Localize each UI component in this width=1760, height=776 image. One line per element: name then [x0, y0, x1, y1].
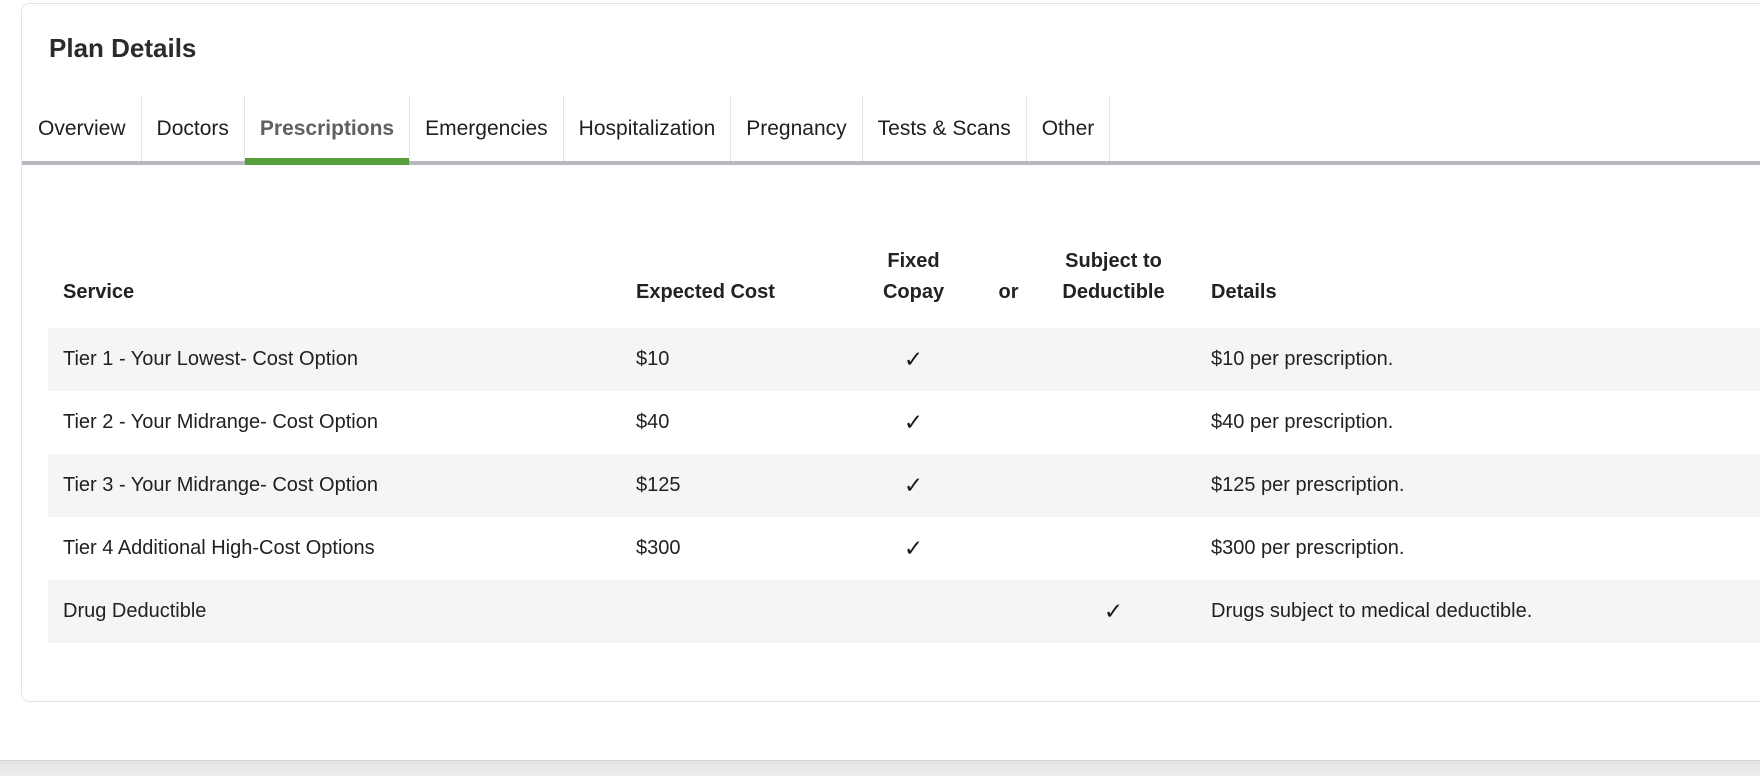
- col-header-service: Service: [63, 281, 135, 303]
- col-header-fixed-copay: Fixed Copay: [841, 221, 986, 328]
- service-cell: Tier 1 - Your Lowest- Cost Option: [48, 328, 621, 391]
- expected-cost-cell: $40: [636, 411, 670, 433]
- tab-doctors[interactable]: Doctors: [142, 96, 245, 161]
- details-cell: $125 per prescription.: [1196, 454, 1760, 517]
- service-cell: Tier 4 Additional High-Cost Options: [63, 537, 375, 559]
- or-cell: [986, 328, 1031, 391]
- tab-overview[interactable]: Overview: [23, 96, 142, 161]
- plan-details-card: Plan Details Overview Doctors Prescripti…: [21, 3, 1760, 702]
- table-row: Tier 4 Additional High-Cost Options $300…: [48, 517, 1760, 580]
- expected-cost-cell: $300: [636, 537, 681, 559]
- tab-emergencies[interactable]: Emergencies: [410, 96, 564, 161]
- deductible-checkmark-icon: ✓: [1031, 580, 1196, 643]
- table-row: Tier 1 - Your Lowest- Cost Option $10 ✓ …: [48, 328, 1760, 391]
- service-cell: Drug Deductible: [48, 580, 621, 643]
- col-header-fixed-copay-line2: Copay: [882, 281, 945, 303]
- page-title: Plan Details: [49, 33, 197, 63]
- tab-prescriptions[interactable]: Prescriptions: [244, 96, 411, 165]
- col-header-expected-cost: Expected Cost: [636, 281, 775, 303]
- col-header-deductible-line2: Deductible: [1062, 281, 1165, 303]
- fixed-copay-checkmark-icon: ✓: [903, 535, 924, 561]
- fixed-copay-checkmark-icon: ✓: [841, 328, 986, 391]
- or-cell: [986, 580, 1031, 643]
- deductible-checkmark-icon: [1031, 517, 1196, 580]
- tab-pregnancy[interactable]: Pregnancy: [731, 96, 863, 161]
- fixed-copay-checkmark-icon: ✓: [903, 409, 924, 435]
- service-cell: Tier 3 - Your Midrange- Cost Option: [48, 454, 621, 517]
- deductible-checkmark-icon: [1031, 328, 1196, 391]
- col-header-details: Details: [1211, 281, 1277, 303]
- col-header-fixed-copay-line1: Fixed: [887, 250, 940, 272]
- expected-cost-cell: [621, 580, 841, 643]
- table-row: Tier 2 - Your Midrange- Cost Option $40 …: [48, 391, 1760, 454]
- fixed-copay-checkmark-icon: [841, 580, 986, 643]
- bottom-edge-bar: [0, 760, 1760, 776]
- table-row: Drug Deductible ✓ Drugs subject to medic…: [48, 580, 1760, 643]
- tab-hospitalization[interactable]: Hospitalization: [564, 96, 732, 161]
- col-header-deductible-line1: Subject to: [1065, 250, 1162, 272]
- tab-other[interactable]: Other: [1027, 96, 1111, 161]
- details-cell: $10 per prescription.: [1196, 328, 1760, 391]
- deductible-checkmark-icon: [1031, 454, 1196, 517]
- or-cell: [986, 391, 1031, 454]
- fixed-copay-checkmark-icon: ✓: [841, 454, 986, 517]
- prescription-benefits-table: Service Expected Cost Fixed Copay or Sub…: [48, 221, 1760, 643]
- details-cell: Drugs subject to medical deductible.: [1196, 580, 1760, 643]
- expected-cost-cell: $10: [621, 328, 841, 391]
- table-row: Tier 3 - Your Midrange- Cost Option $125…: [48, 454, 1760, 517]
- deductible-checkmark-icon: [1031, 391, 1196, 454]
- details-cell: $40 per prescription.: [1211, 411, 1394, 433]
- tab-tests-scans[interactable]: Tests & Scans: [863, 96, 1027, 161]
- col-header-or: or: [998, 281, 1019, 303]
- details-cell: $300 per prescription.: [1211, 537, 1405, 559]
- col-header-subject-to-deductible: Subject to Deductible: [1031, 221, 1196, 328]
- or-cell: [986, 517, 1031, 580]
- plan-details-tab-bar: Overview Doctors Prescriptions Emergenci…: [22, 96, 1760, 165]
- table-header-row: Service Expected Cost Fixed Copay or Sub…: [48, 221, 1760, 328]
- expected-cost-cell: $125: [621, 454, 841, 517]
- service-cell: Tier 2 - Your Midrange- Cost Option: [63, 411, 378, 433]
- or-cell: [986, 454, 1031, 517]
